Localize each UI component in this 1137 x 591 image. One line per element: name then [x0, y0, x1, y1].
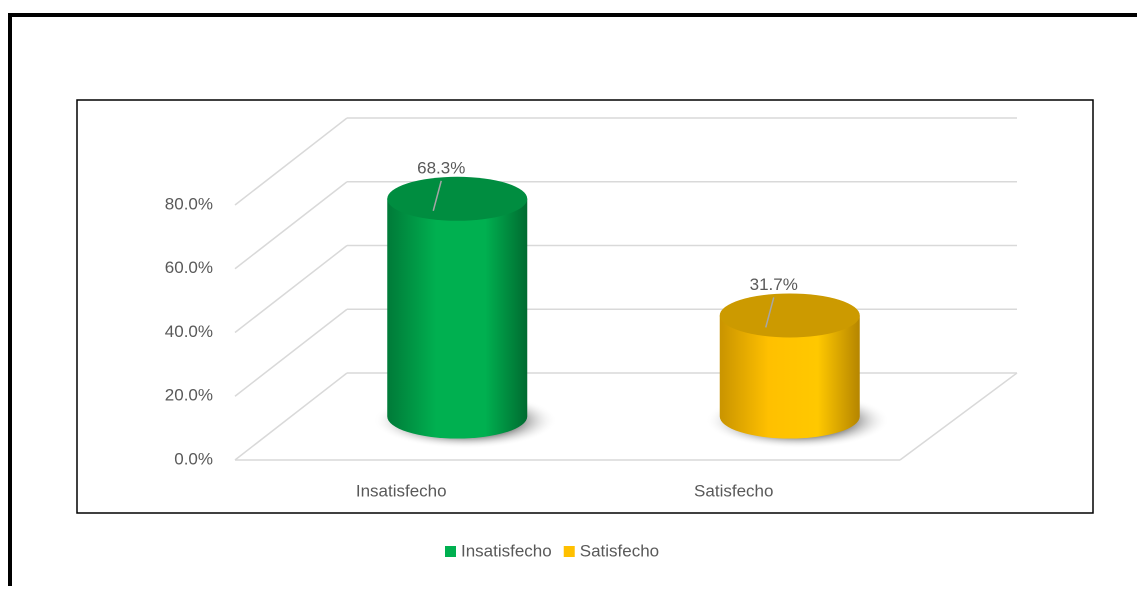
floor-right — [899, 372, 1018, 461]
legend-label: Satisfecho — [580, 541, 659, 560]
y-tick-label: 20.0% — [165, 386, 213, 405]
bar-top — [719, 293, 860, 338]
leader-line — [765, 297, 775, 328]
grid-line — [234, 117, 348, 206]
y-tick-label: 0.0% — [174, 449, 213, 468]
y-tick-label: 80.0% — [165, 194, 213, 213]
data-label: 31.7% — [750, 275, 798, 294]
bar-body — [387, 198, 528, 439]
bar-top — [387, 176, 528, 221]
data-label: 68.3% — [417, 158, 465, 177]
leader-line — [432, 180, 442, 211]
x-tick-label: Insatisfecho — [356, 481, 447, 500]
legend-label: Insatisfecho — [461, 541, 552, 560]
legend-swatch — [563, 546, 575, 557]
grid-line — [234, 308, 348, 397]
plot-frame — [76, 99, 1094, 514]
y-tick-label: 60.0% — [165, 258, 213, 277]
bar — [719, 293, 860, 439]
legend-swatch — [445, 546, 456, 557]
y-tick-label: 40.0% — [165, 322, 213, 341]
grid-line — [234, 181, 348, 270]
grid-line — [234, 372, 348, 461]
outer-frame — [8, 13, 1137, 591]
grid-line — [234, 244, 348, 334]
bar-body — [719, 315, 860, 439]
bar — [387, 176, 528, 439]
x-tick-label: Satisfecho — [694, 481, 773, 500]
